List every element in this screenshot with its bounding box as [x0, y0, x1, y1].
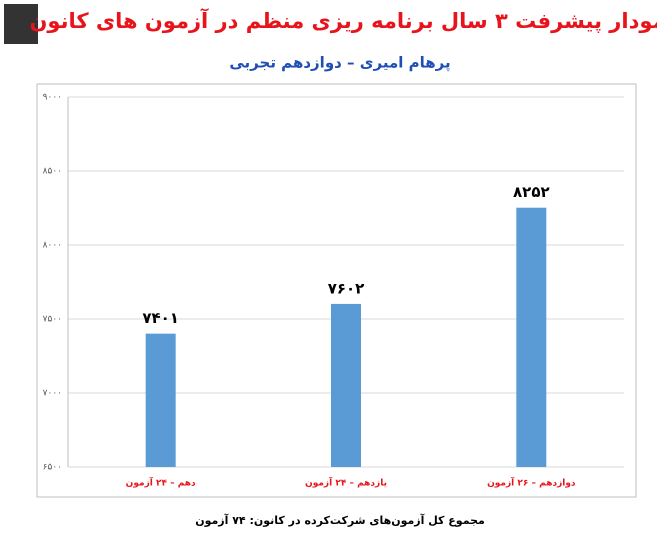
- value-label: ۸۲۵۲: [513, 183, 550, 201]
- bar: [516, 207, 547, 468]
- value-label: ۷۴۰۱: [142, 309, 179, 327]
- logo: [4, 4, 38, 44]
- y-tick-label: ۶۵۰۰: [43, 463, 62, 473]
- footer: مجموع کل آزمون‌های شرکت‌کرده در کانون: ۷…: [195, 513, 485, 527]
- x-tick-label: یازدهم – ۲۴ آزمون: [305, 477, 387, 489]
- x-tick-label: دهم – ۲۴ آزمون: [126, 477, 196, 489]
- bar: [331, 303, 361, 467]
- y-tick-label: ۷۰۰۰: [43, 389, 62, 399]
- chart-title: نمودار پیشرفت ۳ سال برنامه ریزی منظم در …: [29, 8, 657, 33]
- y-tick-label: ۷۵۰۰: [43, 315, 62, 325]
- y-tick-label: ۸۵۰۰: [43, 167, 62, 177]
- chart-subtitle: پرهام امیری – دوازدهم تجربی: [229, 54, 450, 73]
- y-tick-label: ۹۰۰۰: [43, 93, 62, 103]
- bar: [145, 333, 176, 467]
- y-tick-label: ۸۰۰۰: [43, 241, 62, 251]
- x-tick-label: دوازدهم – ۲۶ آزمون: [487, 477, 576, 489]
- chart-frame: [36, 83, 637, 498]
- value-label: ۷۶۰۲: [328, 279, 365, 297]
